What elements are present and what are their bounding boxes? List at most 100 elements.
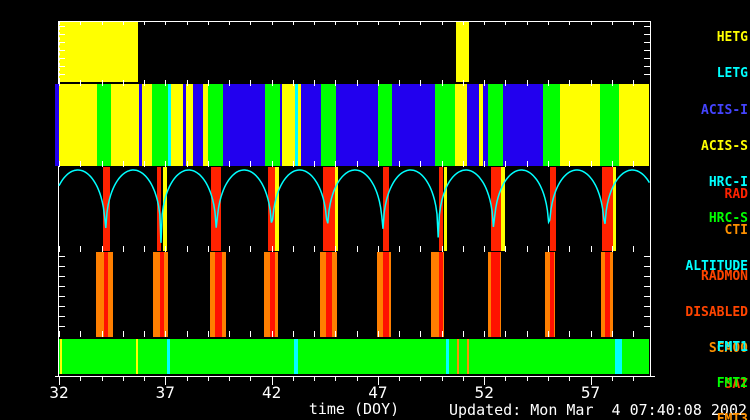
boundary-tick [314, 246, 316, 252]
boundary-tick [547, 161, 549, 167]
top-tick [144, 22, 146, 25]
boundary-tick [314, 161, 316, 167]
boundary-tick [207, 161, 209, 167]
top-tick [505, 22, 507, 25]
boundary-tick [314, 80, 316, 86]
boundary-tick [420, 80, 422, 86]
boundary-tick [399, 246, 401, 252]
fmt-fmt1 [293, 339, 298, 374]
band-gratings [0, 22, 750, 82]
radmon-bar [544, 252, 555, 337]
boundary-tick [441, 246, 443, 252]
orbit-yellow-bar [613, 167, 617, 251]
boundary-tick [292, 80, 294, 86]
band-radmon [0, 252, 750, 337]
boundary-tick [611, 161, 613, 167]
x-minor-tick [101, 377, 103, 381]
band-telemetry [0, 339, 750, 374]
rad-zone-bar [491, 167, 501, 251]
legend-label-fmt1: FMT1 [716, 340, 748, 355]
rad-zone-bar [438, 167, 443, 251]
orbit-yellow-bar [274, 167, 280, 251]
boundary-tick [250, 161, 252, 167]
x-axis-line [55, 376, 655, 377]
radmon-bar-core [104, 252, 108, 337]
boundary-tick [80, 80, 82, 86]
top-tick [314, 22, 316, 25]
boundary-tick [356, 80, 358, 86]
x-minor-tick [569, 377, 571, 381]
x-minor-tick [356, 377, 358, 381]
top-tick [186, 22, 188, 25]
legend-label-cti: CTI [724, 223, 748, 238]
boundary-tick [335, 161, 337, 167]
boundary-tick [547, 331, 549, 337]
boundary-tick [633, 161, 635, 167]
boundary-tick [250, 246, 252, 252]
y-tick-right [644, 50, 650, 51]
top-tick [399, 22, 401, 25]
x-minor-tick [633, 377, 635, 381]
x-minor-tick [526, 377, 528, 381]
segment-acis-i [391, 84, 435, 166]
boundary-tick [335, 331, 337, 337]
boundary-tick [569, 331, 571, 337]
x-minor-tick [292, 377, 294, 381]
legend-label-acis-s: ACIS-S [701, 139, 748, 154]
boundary-tick [526, 331, 528, 337]
top-tick [484, 22, 486, 25]
x-minor-tick [144, 377, 146, 381]
segment-acis-i [138, 84, 142, 166]
orbit-yellow-bar [334, 167, 338, 251]
boundary-tick [101, 80, 103, 86]
segment-acis-i [192, 84, 203, 166]
top-tick [122, 22, 124, 25]
radmon-bar-core [325, 252, 332, 337]
boundary-tick [144, 331, 146, 337]
radmon-bar-core [491, 252, 500, 337]
boundary-tick [377, 161, 379, 167]
boundary-tick [505, 331, 507, 337]
y-tick-right [644, 286, 650, 287]
top-tick [611, 22, 613, 25]
top-tick [377, 22, 379, 25]
y-tick-right [644, 74, 650, 75]
boundary-tick [229, 331, 231, 337]
boundary-tick [377, 246, 379, 252]
top-tick [441, 22, 443, 25]
legend-label-altitude: ALTITUDE [685, 259, 748, 274]
top-tick [80, 22, 82, 25]
segment-acis-s [478, 84, 483, 166]
boundary-tick [101, 331, 103, 337]
y-tick-left [59, 58, 65, 59]
segment-acis-s [618, 84, 649, 166]
top-tick [250, 22, 252, 25]
boundary-tick [165, 331, 167, 337]
top-tick [462, 22, 464, 25]
rad-zone-bar [211, 167, 222, 251]
segment-acis-s [171, 84, 183, 166]
legend-label-disabled: DISABLED [685, 305, 748, 320]
segment-acis-s [59, 84, 98, 166]
legend-label-fmt3: FMT3 [716, 412, 748, 420]
boundary-tick [229, 80, 231, 86]
y-tick-left [59, 266, 65, 267]
radmon-bar-core [269, 252, 275, 337]
x-tick-label: 52 [474, 383, 494, 402]
boundary-tick [420, 246, 422, 252]
segment-hetg [455, 22, 469, 82]
x-minor-tick [335, 377, 337, 381]
y-tick-left [59, 296, 65, 297]
segment-hrc-s [488, 84, 503, 166]
x-major-tick [484, 377, 486, 385]
boundary-tick [122, 331, 124, 337]
boundary-tick [59, 80, 60, 86]
boundary-tick [122, 80, 124, 86]
x-tick-label: 42 [261, 383, 282, 402]
boundary-tick [505, 161, 507, 167]
x-minor-tick [547, 377, 549, 381]
segment-acis-s [560, 84, 601, 166]
segment-acis-s [111, 84, 139, 166]
segment-acis-i [482, 84, 489, 166]
boundary-tick [271, 80, 273, 86]
